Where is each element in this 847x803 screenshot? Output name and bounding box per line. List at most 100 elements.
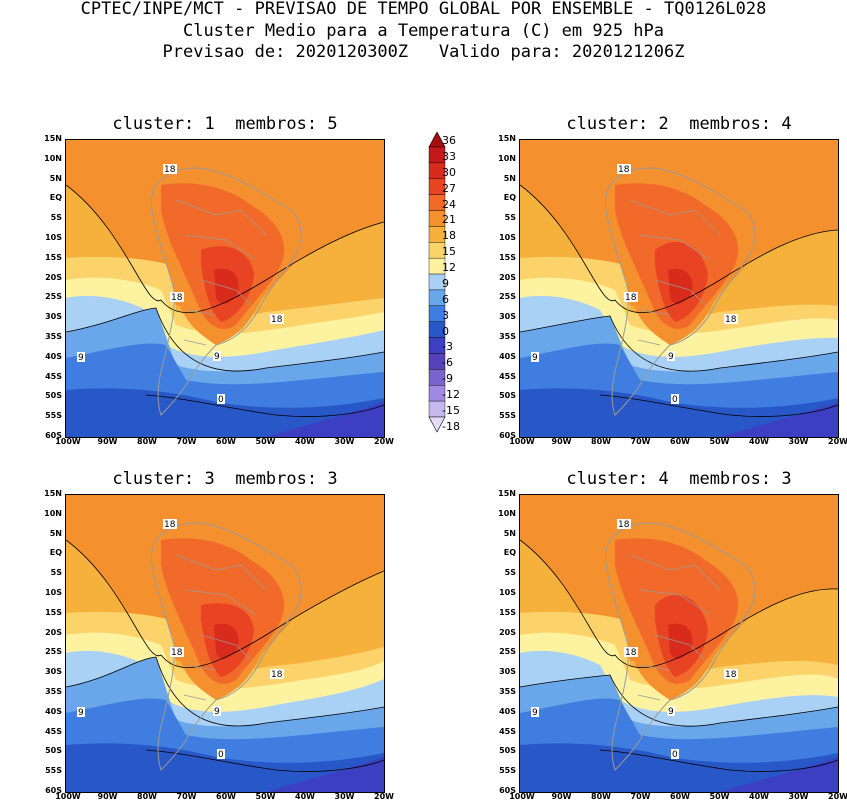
coastline	[605, 522, 756, 771]
lon-tick-label: 30W	[334, 437, 355, 446]
lat-tick-label: 20S	[499, 627, 516, 637]
coastline	[151, 167, 302, 416]
lat-tick-label: 15S	[499, 607, 516, 617]
svg-text:9: 9	[532, 708, 538, 718]
lat-tick-label: 5S	[50, 213, 62, 223]
contour-label: 9	[213, 706, 221, 717]
lon-tick-label: 50W	[255, 792, 276, 801]
lon-tick-label: 90W	[97, 792, 118, 801]
lat-tick-label: 55S	[499, 411, 516, 421]
band-0-3	[66, 388, 384, 437]
contour-label: 18	[163, 519, 177, 530]
lat-tick-label: 10S	[499, 588, 516, 597]
contour-label: 18	[170, 292, 184, 303]
contour-label: 18	[163, 164, 177, 175]
lat-tick-label: 15S	[45, 252, 62, 262]
lat-tick-label: 35S	[499, 687, 516, 696]
band-0-3	[520, 388, 838, 437]
contour-label: 0	[217, 394, 225, 405]
lon-tick-label: 70W	[176, 792, 197, 801]
lat-tick-label: 25S	[45, 292, 62, 302]
colorbar-level-label: 30	[442, 165, 456, 179]
lat-tick-label: 10N	[498, 153, 516, 163]
colorbar-level-label: 6	[442, 292, 449, 306]
lat-tick-label: 45S	[499, 726, 516, 736]
contour-label: 18	[624, 647, 638, 658]
colorbar-level-label: -18	[442, 419, 460, 433]
colorbar-level-label: 21	[442, 213, 456, 227]
contour-0	[145, 394, 384, 417]
lat-tick-label: 5S	[504, 213, 516, 223]
subtitle-variable: Cluster Medio para a Temperatura (C) em …	[182, 21, 665, 41]
svg-text:18: 18	[625, 293, 637, 303]
lat-tick-label: 55S	[499, 766, 516, 776]
panel-title-cluster-1: cluster: 1 membros: 5	[112, 114, 338, 134]
colorbar-level-label: 12	[442, 261, 456, 275]
contour-label: 9	[213, 351, 221, 362]
lon-tick-label: 40W	[749, 437, 769, 446]
lon-tick-label: 50W	[255, 437, 276, 446]
lat-tick-label: 10S	[45, 233, 62, 242]
lat-tick-label: 40S	[499, 706, 516, 716]
contour-9	[520, 674, 838, 727]
temperature-map-cluster-4: 18 18 18 9 9 0	[519, 494, 839, 793]
contour-9	[520, 315, 838, 372]
panel-title-cluster-2: cluster: 2 membros: 4	[566, 114, 792, 134]
svg-text:0: 0	[218, 750, 224, 760]
lat-tick-label: 60S	[45, 431, 62, 440]
svg-text:9: 9	[214, 352, 220, 362]
lon-tick-label: 50W	[709, 792, 730, 801]
lat-tick-label: 50S	[45, 391, 62, 401]
lat-tick-label: 40S	[45, 706, 62, 716]
lon-tick-label: 60W	[670, 437, 690, 446]
lat-tick-label: 10S	[499, 233, 516, 242]
lon-tick-label: 50W	[709, 437, 730, 446]
country-borders	[175, 554, 267, 701]
svg-text:18: 18	[618, 520, 630, 530]
lon-tick-label: 100W	[55, 792, 81, 801]
contour-label: 18	[270, 669, 284, 680]
lat-tick-label: 20S	[45, 272, 62, 282]
colorbar-level-label: 0	[442, 324, 449, 338]
colorbar-level-label: 18	[442, 229, 456, 243]
svg-text:18: 18	[625, 648, 637, 658]
lat-tick-label: 30S	[499, 312, 516, 322]
svg-text:18: 18	[725, 670, 737, 680]
main-title: CPTEC/INPE/MCT - PREVISAO DE TEMPO GLOBA…	[80, 0, 767, 19]
panel-title-cluster-4: cluster: 4 membros: 3	[566, 469, 792, 489]
svg-text:18: 18	[171, 293, 183, 303]
warm-region-30	[214, 268, 239, 304]
lon-tick-label: 100W	[509, 437, 535, 446]
lat-tick-label: 50S	[499, 746, 516, 756]
contour-18	[66, 539, 384, 668]
contour-label: 9	[667, 351, 675, 362]
lat-tick-label: 35S	[45, 687, 62, 696]
contour-label: 18	[724, 669, 738, 680]
lat-tick-label: 10N	[44, 153, 62, 163]
lat-tick-label: EQ	[503, 193, 516, 203]
lat-tick-label: 10N	[498, 508, 516, 518]
contour-label: 18	[724, 314, 738, 325]
temperature-colorbar	[428, 132, 446, 433]
svg-text:9: 9	[78, 353, 84, 363]
lon-tick-label: 80W	[137, 792, 157, 801]
lat-tick-label: 55S	[45, 411, 62, 421]
colorbar-level-label: 27	[442, 181, 456, 195]
svg-text:9: 9	[668, 707, 674, 717]
contour-label: 0	[671, 749, 679, 760]
lat-tick-label: 15N	[44, 134, 62, 143]
lon-tick-label: 60W	[216, 792, 236, 801]
svg-text:0: 0	[672, 395, 678, 405]
contour-18	[66, 184, 384, 313]
colorbar-level-label: -9	[442, 372, 453, 386]
lat-tick-label: 50S	[499, 391, 516, 401]
lat-tick-label: 5S	[504, 568, 516, 578]
contour-label: 9	[531, 707, 539, 718]
svg-text:9: 9	[78, 708, 84, 718]
warm-region-30	[668, 268, 693, 304]
lat-tick-label: 35S	[499, 332, 516, 341]
lat-tick-label: 55S	[45, 766, 62, 776]
lat-tick-label: 5N	[503, 528, 516, 538]
contour-label: 18	[617, 519, 631, 530]
lon-tick-label: 20W	[374, 792, 394, 801]
